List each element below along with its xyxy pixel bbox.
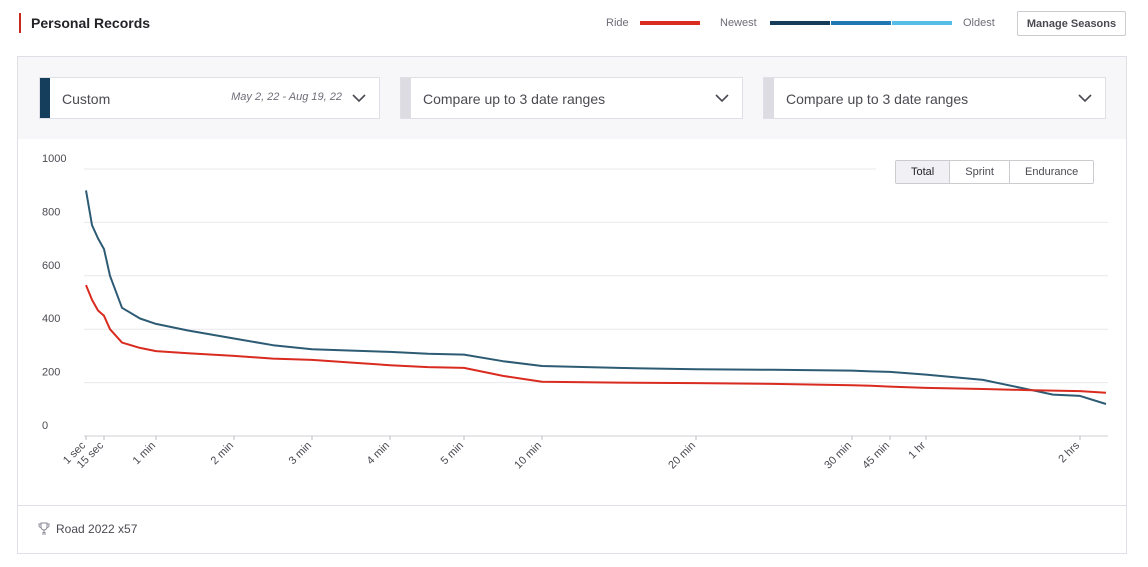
legend-newest-label: Newest [720,17,757,29]
page-title: Personal Records [31,15,151,31]
legend-gradient-swatch [770,21,830,25]
manage-seasons-button[interactable]: Manage Seasons [1017,11,1126,36]
legend-oldest-label: Oldest [963,17,995,29]
x-tick-label: 5 min [439,440,467,468]
legend-gradient-swatch [831,21,891,25]
dropdown-accent [401,78,411,118]
y-tick-label: 800 [42,206,60,218]
chart-area: 0 200 400 600 800 1000 1 sec 15 sec 1 min 2 min 3 … [18,139,1126,505]
legend-gradient-swatch [892,21,952,25]
x-tick-label: 2 hrs [1056,439,1082,465]
compare-dropdown-2[interactable]: Compare up to 3 date ranges [763,77,1106,119]
dropdown-accent [40,78,50,118]
dropdown-label: Custom [62,91,111,107]
y-tick-label: 0 [42,420,48,432]
series-line-history [85,190,1107,405]
compare-dropdown-1[interactable]: Compare up to 3 date ranges [400,77,743,119]
title-accent-bar [19,13,21,33]
trophy-icon [38,522,50,535]
x-tick-label: 45 min [860,440,892,472]
chart-mode-toggle: Total Sprint Endurance [895,160,1095,184]
records-card: Custom May 2, 22 - Aug 19, 22 Compare up… [17,56,1127,554]
y-tick-label: 1000 [42,153,66,165]
x-tick-label: 2 min [209,440,237,468]
legend-ride-label: Ride [606,17,629,29]
x-tick-label: 30 min [822,440,854,472]
header: Personal Records Ride Newest Oldest Mana… [0,0,1148,46]
dropdown-label: Compare up to 3 date ranges [786,91,969,107]
y-tick-label: 400 [42,313,60,325]
tab-sprint[interactable]: Sprint [949,161,1009,183]
y-tick-label: 200 [42,367,60,379]
x-tick-label: 10 min [512,440,544,472]
x-tick-label: 3 min [287,440,315,468]
chevron-down-icon [352,94,366,103]
season-summary: Road 2022 x57 [56,522,138,536]
y-tick-label: 600 [42,260,60,272]
tab-endurance[interactable]: Endurance [1009,161,1094,183]
chevron-down-icon [1078,94,1092,103]
dropdown-label: Compare up to 3 date ranges [423,91,606,107]
x-tick-label: 4 min [365,440,393,468]
card-footer: Road 2022 x57 [18,505,1126,553]
x-tick-label: 1 hr [906,439,928,461]
dropdown-accent [764,78,774,118]
x-tick-label: 1 min [131,440,159,468]
dropdown-date-range: May 2, 22 - Aug 19, 22 [231,91,342,103]
legend-gradient [770,21,952,25]
x-tick-label: 20 min [666,440,698,472]
series-line-ride [85,284,1107,394]
filter-bar: Custom May 2, 22 - Aug 19, 22 Compare up… [18,57,1126,139]
date-range-dropdown-custom[interactable]: Custom May 2, 22 - Aug 19, 22 [39,77,380,119]
chevron-down-icon [715,94,729,103]
tab-total[interactable]: Total [896,161,950,183]
legend-ride-swatch [640,21,700,25]
